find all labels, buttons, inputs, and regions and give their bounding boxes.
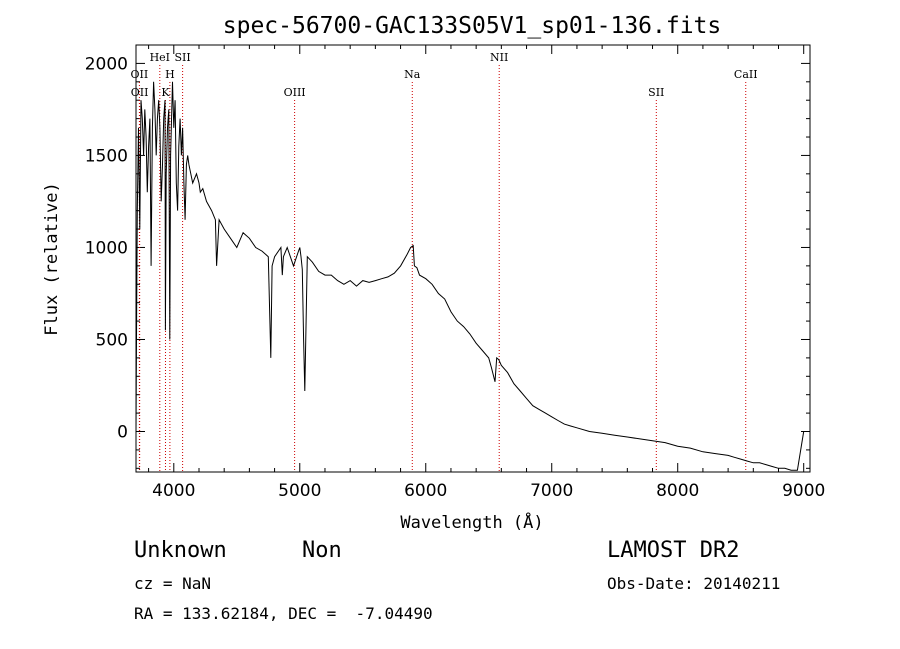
x-tick-label: 6000 (404, 481, 447, 501)
spectrum-series-line (136, 81, 805, 471)
cz-value: cz = NaN (134, 574, 212, 593)
y-tick-label: 1500 (85, 146, 128, 166)
class-label: Unknown (134, 538, 227, 563)
spectral-line-label: NII (490, 51, 508, 64)
y-tick-label: 0 (117, 423, 128, 443)
plot-frame (135, 44, 811, 473)
x-tick-label: 9000 (782, 481, 825, 501)
spectral-line-label: K (161, 86, 170, 99)
y-tick-label: 1000 (85, 238, 128, 258)
spectral-line-label: OII (131, 68, 149, 81)
x-tick-label: 5000 (278, 481, 321, 501)
x-axis-label: Wavelength (Å) (400, 511, 543, 533)
x-tick-label: 4000 (152, 481, 195, 501)
plot-area: 4000 5000 6000 7000 8000 9000 0 500 1000 1500 2000… (85, 44, 825, 501)
chart-title: spec-56700-GAC133S05V1_sp01-136.fits (223, 13, 722, 39)
spectral-line-label: CaII (734, 68, 758, 81)
y-tick-label: 500 (96, 330, 128, 350)
spectral-line-label: H (165, 68, 175, 81)
spectral-line-label: Na (404, 68, 421, 81)
x-tick-label: 7000 (530, 481, 573, 501)
y-tick-label: 2000 (85, 54, 128, 74)
subclass-label: Non (302, 538, 342, 563)
obs-date-value: Obs-Date: 20140211 (607, 574, 781, 593)
x-tick-label: 8000 (656, 481, 699, 501)
spectral-line-label: OIII (284, 86, 306, 99)
spectral-line-label: SII (648, 86, 664, 99)
spectral-line-label: HeI (150, 51, 170, 64)
spectral-line-label: SII (174, 51, 190, 64)
survey-label: LAMOST DR2 (607, 538, 740, 563)
y-axis-label: Flux (relative) (42, 182, 62, 336)
spectral-line-label: OII (131, 86, 149, 99)
coordinates-value: RA = 133.62184, DEC = -7.04490 (134, 604, 433, 623)
